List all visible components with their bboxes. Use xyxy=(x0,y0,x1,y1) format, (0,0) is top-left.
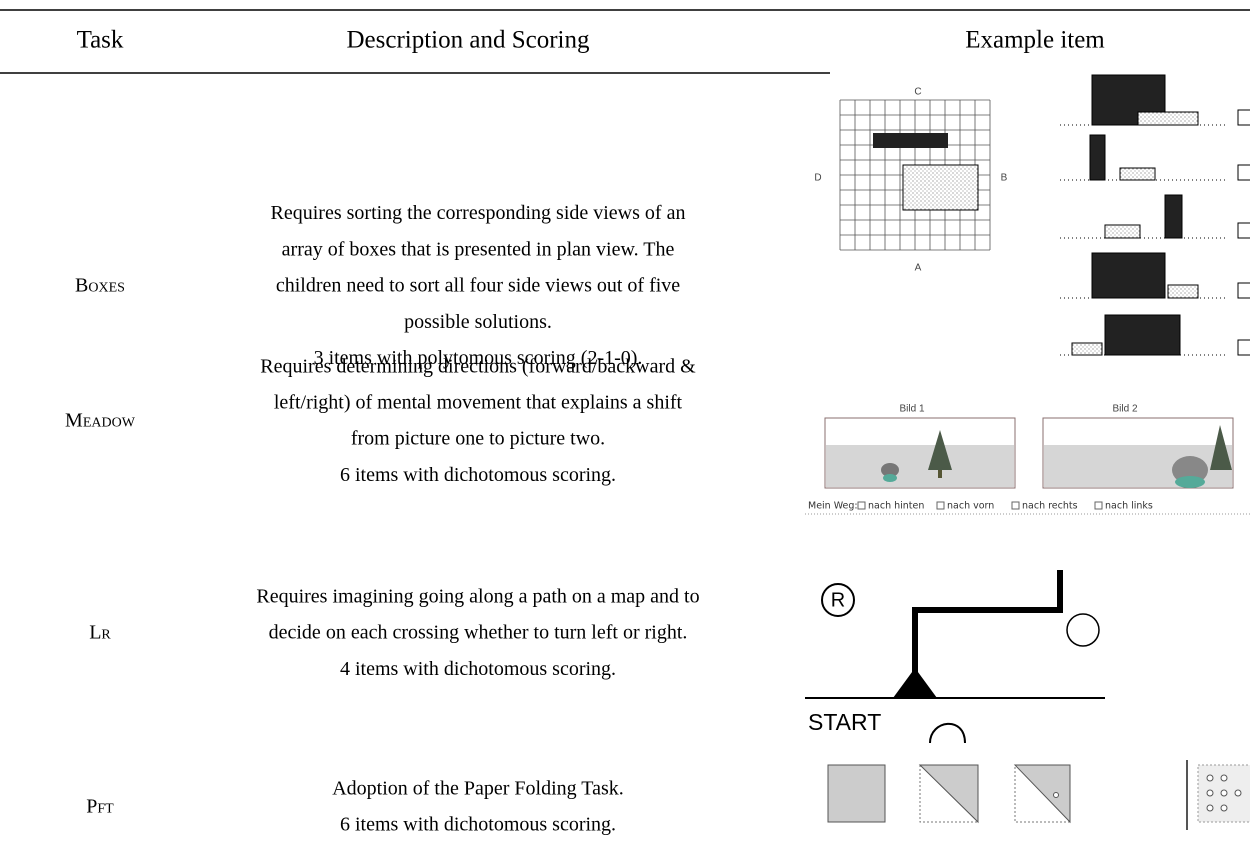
description-line: 4 items with dichotomous scoring. xyxy=(340,658,616,680)
box-shape xyxy=(902,164,979,211)
description-line: from picture one to picture two. xyxy=(351,428,605,450)
header-cell: Example item xyxy=(965,27,1105,54)
box-shape xyxy=(873,133,948,148)
description-line: Requires determining directions (forward… xyxy=(260,355,696,377)
option: nach links xyxy=(1105,501,1153,512)
grid-label: D xyxy=(814,173,821,184)
header-cell: Task xyxy=(77,27,124,54)
grid-label: A xyxy=(915,263,922,274)
grid-label: B xyxy=(1001,173,1008,184)
picture-label: Bild 1 xyxy=(899,404,924,415)
description-line: decide on each crossing whether to turn … xyxy=(269,622,688,644)
description-line: Requires imagining going along a path on… xyxy=(256,585,699,607)
pft-example xyxy=(827,760,1250,830)
start-label: START xyxy=(808,709,881,735)
option: nach hinten xyxy=(868,501,924,512)
task-name: Pft xyxy=(86,796,114,818)
task-name: Lr xyxy=(89,622,111,644)
side-views xyxy=(1060,74,1250,356)
option: nach rechts xyxy=(1022,501,1078,512)
picture-label: Bild 2 xyxy=(1112,404,1137,415)
description-line: 6 items with dichotomous scoring. xyxy=(340,814,616,836)
description-line: possible solutions. xyxy=(404,311,552,333)
lr-example xyxy=(805,570,1105,744)
meadow-example xyxy=(805,417,1250,515)
header-cell: Description and Scoring xyxy=(346,27,590,54)
task-name: Boxes xyxy=(75,275,125,297)
options xyxy=(857,501,1103,510)
caption: Mein Weg: xyxy=(808,501,858,512)
option: nach vorn xyxy=(947,501,994,512)
description-line: children need to sort all four side view… xyxy=(276,275,680,297)
description-line: 6 items with dichotomous scoring. xyxy=(340,464,616,486)
description-line: Adoption of the Paper Folding Task. xyxy=(332,777,624,799)
grid-label: C xyxy=(914,87,921,98)
marker: R xyxy=(831,589,845,611)
description-line: left/right) of mental movement that expl… xyxy=(274,391,683,413)
description-line: array of boxes that is presented in plan… xyxy=(282,238,675,260)
task-name: Meadow xyxy=(65,410,136,432)
description-line: 3 items with polytomous scoring (2-1-0). xyxy=(314,347,643,369)
description-line: Requires sorting the corresponding side … xyxy=(271,202,686,224)
